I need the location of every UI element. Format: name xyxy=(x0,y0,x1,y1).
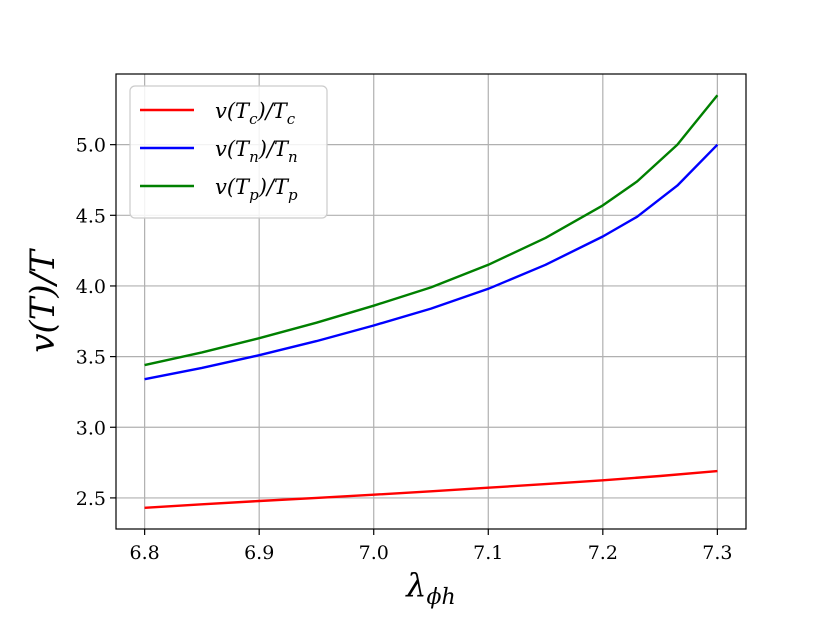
y-tick-label: 4.0 xyxy=(76,276,106,298)
legend-label-part: c xyxy=(287,110,296,128)
y-tick-label: 4.5 xyxy=(76,205,106,227)
y-tick-label: 3.5 xyxy=(76,347,106,369)
x-axis-label-main: λ xyxy=(404,566,426,604)
legend-label: v(Tn)/Tn xyxy=(215,137,298,166)
series-line-n xyxy=(144,143,719,381)
legend-label-part: )/T xyxy=(258,137,290,161)
legend-label-part: )/T xyxy=(258,175,290,199)
legend: v(Tc)/Tcv(Tn)/Tnv(Tp)/Tp xyxy=(129,85,328,219)
legend-label-part: p xyxy=(288,186,298,204)
y-tick-label: 2.5 xyxy=(76,488,106,510)
axis-ticks: 6.8 6.9 7.0 7.1 7.2 7.3 2.5 3.0 3.5 4.0 4.5 5.0 xyxy=(76,135,733,564)
legend-label: v(Tp)/Tp xyxy=(215,175,298,204)
legend-label-part: )/T xyxy=(256,99,288,123)
x-tick-label: 7.0 xyxy=(359,542,389,564)
series-line-p xyxy=(144,94,719,367)
y-tick-label: 3.0 xyxy=(76,417,106,439)
x-tick-label: 7.3 xyxy=(702,542,732,564)
legend-label: v(Tc)/Tc xyxy=(215,99,296,128)
legend-label-part: c xyxy=(249,110,258,128)
legend-label-part: n xyxy=(288,148,298,166)
legend-label-part: p xyxy=(249,186,259,204)
series-lines xyxy=(144,94,719,509)
x-axis-label: λϕh xyxy=(404,566,455,610)
legend-label-part: n xyxy=(249,148,259,166)
x-tick-label: 7.2 xyxy=(588,542,618,564)
y-tick-label: 5.0 xyxy=(76,135,106,157)
series-line-c xyxy=(144,469,718,509)
y-axis-label: v(T)/T xyxy=(23,248,63,353)
x-tick-label: 6.9 xyxy=(244,542,274,564)
legend-label-part: v(T xyxy=(215,99,251,123)
legend-label-part: v(T xyxy=(215,137,251,161)
x-axis-label-sub: ϕh xyxy=(427,585,456,610)
x-tick-label: 6.8 xyxy=(130,542,160,564)
plot-frame xyxy=(115,73,747,530)
x-tick-label: 7.1 xyxy=(473,542,503,564)
legend-label-part: v(T xyxy=(215,175,251,199)
